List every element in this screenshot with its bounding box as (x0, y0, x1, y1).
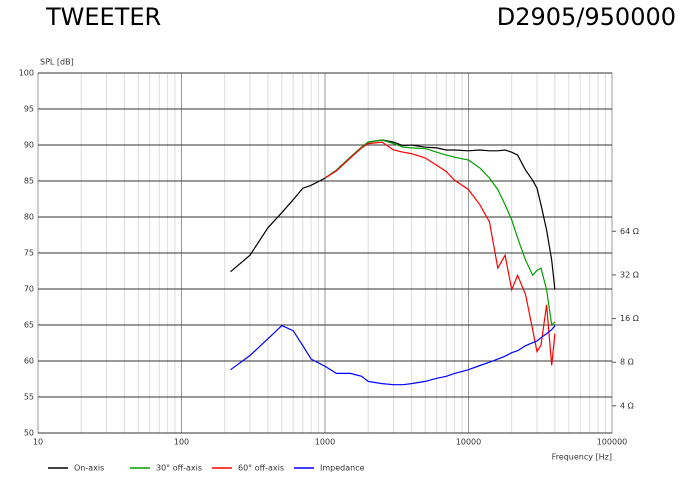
y2-tick-label: 16 Ω (620, 314, 639, 323)
series-line (324, 139, 556, 327)
y-tick-label: 95 (24, 105, 34, 114)
y-tick-label: 75 (24, 249, 34, 258)
series-line (230, 324, 556, 386)
legend-label: Impedance (320, 464, 365, 473)
y2-tick-label: 64 Ω (620, 227, 639, 236)
series-line (324, 141, 556, 366)
y2-tick-label: 8 Ω (620, 358, 634, 367)
y2-tick-label: 4 Ω (620, 401, 634, 410)
y-tick-label: 70 (24, 285, 34, 294)
y-tick-label: 65 (24, 321, 34, 330)
series-line (230, 139, 556, 290)
y-tick-label: 55 (24, 393, 34, 402)
chart-title: TWEETER (45, 3, 161, 31)
x-tick-label: 1000 (315, 438, 335, 447)
legend-label: 60° off-axis (238, 464, 284, 473)
x-axis-label: Frequency [Hz] (552, 453, 612, 462)
legend-label: On-axis (74, 464, 104, 473)
legend-label: 30° off-axis (156, 464, 202, 473)
y-tick-label: 90 (24, 141, 34, 150)
x-tick-label: 100000 (597, 438, 628, 447)
x-tick-label: 10000 (456, 438, 481, 447)
x-tick-label: 100 (174, 438, 189, 447)
y2-tick-label: 32 Ω (620, 270, 639, 279)
y-tick-label: 80 (24, 213, 34, 222)
y-tick-label: 100 (19, 69, 34, 78)
y-tick-label: 50 (24, 429, 34, 438)
chart-subtitle: D2905/950000 (497, 3, 676, 31)
y-tick-label: 85 (24, 177, 34, 186)
x-tick-label: 10 (33, 438, 43, 447)
y-axis-label: SPL [dB] (40, 58, 74, 67)
y-tick-label: 60 (24, 357, 34, 366)
